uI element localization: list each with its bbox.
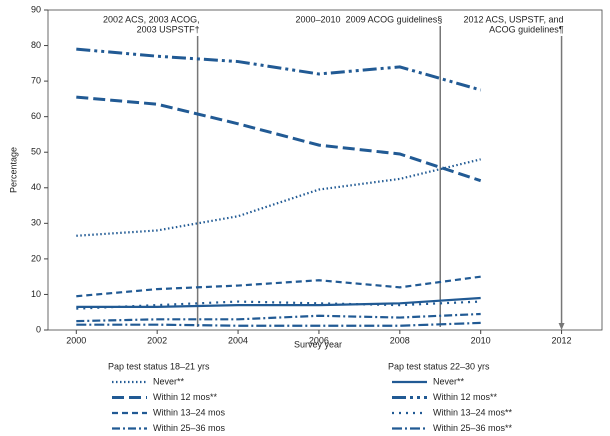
legend-label: Never**: [153, 376, 185, 386]
series-line: [76, 296, 481, 308]
guideline-label: 2003 USPSTF†: [137, 24, 200, 34]
y-axis-label: Percentage: [8, 147, 18, 193]
series-line: [76, 47, 482, 92]
legend-label: Within 13–24 mos: [153, 407, 226, 417]
x-axis-label: Survey year: [294, 339, 342, 349]
y-tick-label: 40: [31, 182, 41, 192]
series-line: [76, 321, 481, 327]
legend-label: Within 25–36 mos: [153, 423, 226, 433]
guideline-label: 2012 ACS, USPSTF, and: [463, 14, 563, 24]
guideline-arrow: [558, 323, 565, 330]
guideline-label: ACOG guidelines¶: [489, 24, 564, 34]
plot-frame: [47, 9, 603, 331]
legend-label: Within 12 mos**: [433, 392, 498, 402]
legend-title: Pap test status 22–30 yrs: [388, 361, 490, 371]
legend-label: Never**: [433, 376, 465, 386]
series-line: [76, 95, 482, 183]
x-tick-label: 2000: [66, 335, 86, 345]
x-tick-label: 2006: [309, 335, 329, 345]
guideline-label: 2009 ACOG guidelines§: [346, 14, 443, 24]
series-line: [76, 158, 481, 237]
legend-title: Pap test status 18–21 yrs: [108, 361, 210, 371]
legend-label: Within 13–24 mos**: [433, 407, 513, 417]
series-line: [76, 312, 481, 323]
y-tick-label: 90: [31, 4, 41, 14]
y-tick-label: 60: [31, 111, 41, 121]
y-tick-label: 50: [31, 147, 41, 157]
x-tick-label: 2012: [552, 335, 572, 345]
y-tick-label: 10: [31, 289, 41, 299]
x-tick-label: 2004: [228, 335, 248, 345]
series-line: [76, 300, 481, 310]
y-tick-label: 20: [31, 253, 41, 263]
y-tick-label: 80: [31, 40, 41, 50]
period-label: 2000–2010: [295, 14, 340, 24]
x-tick-label: 2010: [471, 335, 491, 345]
y-tick-label: 70: [31, 75, 41, 85]
x-tick-label: 2008: [390, 335, 410, 345]
guideline-label: 2002 ACS, 2003 ACOG,: [103, 14, 200, 24]
y-tick-label: 30: [31, 218, 41, 228]
y-tick-label: 0: [36, 324, 41, 334]
series-line: [76, 275, 481, 298]
legend-label: Within 12 mos**: [153, 392, 218, 402]
legend-label: Within 25–36 mos**: [433, 423, 513, 433]
x-tick-label: 2002: [147, 335, 167, 345]
